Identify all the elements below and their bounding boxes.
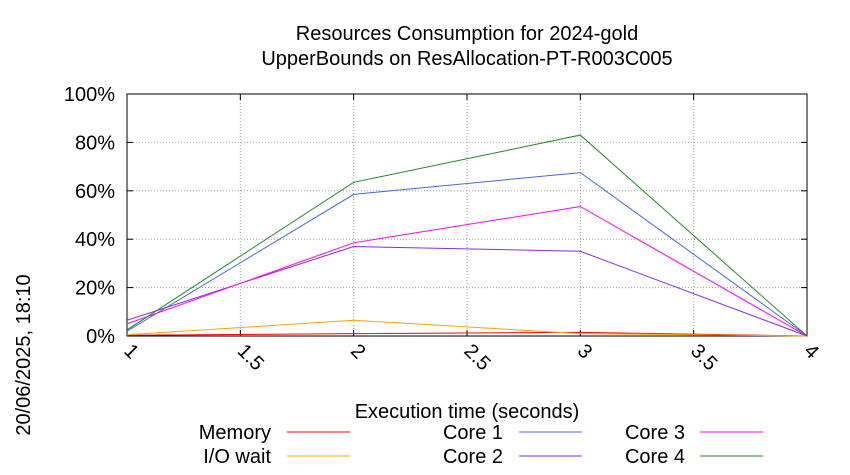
series-line-core-1 <box>126 172 808 337</box>
y-tick-label: 0% <box>86 326 115 348</box>
grid <box>127 94 807 336</box>
x-tick-label: 2.5 <box>459 340 494 375</box>
legend-label-core-2: Core 2 <box>443 446 503 468</box>
x-tick-label: 3 <box>573 340 596 363</box>
y-tick-label: 80% <box>75 132 115 154</box>
chart-title: Resources Consumption for 2024-gold <box>296 23 638 45</box>
series-line-i-o-wait <box>126 319 808 337</box>
legend-label-core-4: Core 4 <box>625 446 685 468</box>
x-tick-label: 1.5 <box>233 340 268 375</box>
series-lines <box>126 134 808 337</box>
series-line-memory <box>126 331 808 337</box>
x-tick-label: 2 <box>346 340 369 363</box>
x-tick-label: 1 <box>119 340 142 363</box>
x-tick-label: 3.5 <box>686 340 721 375</box>
chart-subtitle: UpperBounds on ResAllocation-PT-R003C005 <box>261 48 672 70</box>
legend-label-memory: Memory <box>199 422 271 444</box>
y-tick-label: 40% <box>75 229 115 251</box>
legend-label-core-3: Core 3 <box>625 422 685 444</box>
x-axis-label: Execution time (seconds) <box>355 401 580 423</box>
side-timestamp: 20/06/2025, 18:10 <box>13 274 35 435</box>
y-tick-label: 20% <box>75 278 115 300</box>
legend-label-i-o-wait: I/O wait <box>203 446 271 468</box>
y-tick-label: 60% <box>75 181 115 203</box>
series-line-core-3 <box>126 205 808 337</box>
legend-label-core-1: Core 1 <box>443 422 503 444</box>
y-tick-label: 100% <box>64 84 115 106</box>
x-tick-label: 4 <box>799 340 822 363</box>
series-line-core-4 <box>126 134 808 337</box>
